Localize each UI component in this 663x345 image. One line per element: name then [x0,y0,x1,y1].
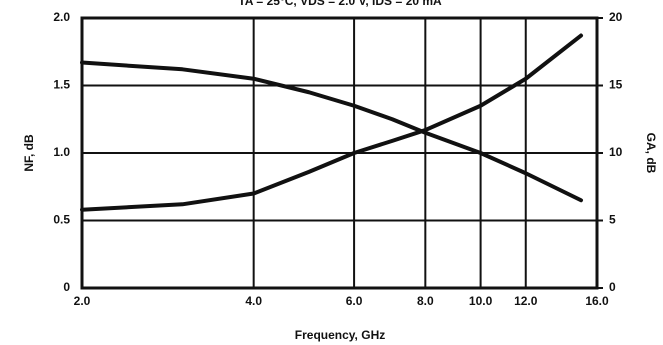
y-tick-label: 2.0 [53,10,70,24]
x-tick-label: 6.0 [346,294,363,308]
x-tick-label: 4.0 [245,294,262,308]
y-axis-label: NF, dB [22,134,36,172]
data-line [80,60,584,203]
y-tick-label: 0.5 [53,213,70,227]
y2-tick-label: 10 [609,145,623,159]
plot-frame [80,16,599,290]
y2-axis-label: GA, dB [644,133,658,174]
data-line [80,33,584,212]
y-tick-label: 1.0 [53,145,70,159]
x-tick-label: 16.0 [585,294,609,308]
x-tick-label: 12.0 [514,294,538,308]
chart-title: TA = 25°C, VDS = 2.0 V, IDS = 20 mA [238,0,442,8]
x-tick-label: 2.0 [74,294,91,308]
y2-tick-label: 15 [609,78,623,92]
y-tick-label: 0 [63,280,70,294]
y-tick-label: 1.5 [53,78,70,92]
y2-tick-label: 5 [609,213,616,227]
y2-tick-label: 20 [609,10,623,24]
x-tick-label: 8.0 [417,294,434,308]
x-tick-label: 10.0 [469,294,493,308]
y2-tick-label: 0 [609,280,616,294]
x-axis-label: Frequency, GHz [295,328,385,342]
